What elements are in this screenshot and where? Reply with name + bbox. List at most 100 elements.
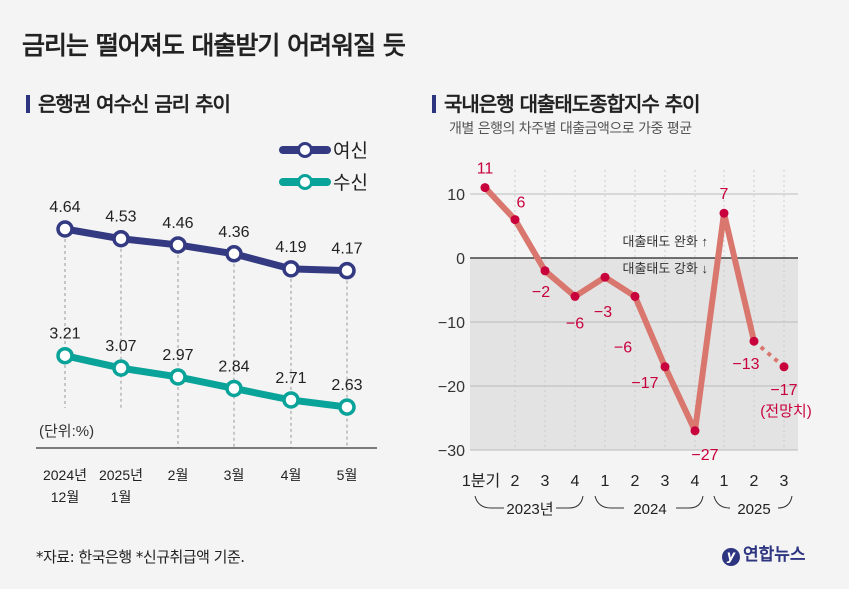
right-chart-title-text: 국내은행 대출태도종합지수 추이 bbox=[444, 92, 701, 116]
x-tick-label: 4 bbox=[691, 473, 700, 490]
x-tick-label: 3 bbox=[541, 473, 550, 490]
unit-label: (단위:%) bbox=[39, 423, 94, 440]
x-tick-label: 3 bbox=[661, 473, 670, 490]
data-label: 2.97 bbox=[162, 347, 193, 364]
x-tick-label: 3월 bbox=[224, 467, 245, 483]
data-point bbox=[570, 291, 580, 301]
data-label: 3.07 bbox=[105, 338, 136, 355]
annotation-tighten: 대출태도 강화 ↓ bbox=[623, 261, 708, 276]
data-label: −17 bbox=[631, 375, 658, 392]
data-point bbox=[690, 426, 700, 436]
negative-zone-shading bbox=[470, 258, 798, 450]
data-point bbox=[660, 362, 670, 372]
legend-label: 여신 bbox=[333, 140, 368, 162]
annotation-ease: 대출태도 완화 ↑ bbox=[623, 234, 708, 249]
data-label: 4.46 bbox=[162, 215, 193, 232]
series-line bbox=[482, 185, 757, 434]
legend-marker-icon bbox=[297, 142, 313, 158]
data-point bbox=[779, 362, 789, 372]
data-label: 4.64 bbox=[49, 199, 80, 216]
x-tick-label: 12월 bbox=[51, 489, 79, 505]
data-point bbox=[225, 379, 243, 398]
data-label: 2.71 bbox=[275, 370, 306, 387]
year-bracket bbox=[713, 495, 793, 509]
title-bar-icon bbox=[432, 95, 436, 113]
logo: y 연합뉴스 bbox=[722, 540, 806, 566]
logo-text: 연합뉴스 bbox=[743, 545, 806, 565]
data-point bbox=[540, 266, 550, 276]
x-tick-label: 2025년 bbox=[99, 467, 143, 483]
data-point bbox=[749, 336, 759, 346]
data-label: −6 bbox=[614, 339, 632, 356]
x-tick-label: 4월 bbox=[281, 467, 302, 483]
year-label: 2023년 bbox=[506, 501, 553, 518]
x-tick-label: 2 bbox=[750, 473, 759, 490]
data-point bbox=[338, 261, 356, 280]
data-label: 4.36 bbox=[218, 224, 249, 241]
x-tick-label: 2 bbox=[631, 473, 640, 490]
forecast-label: (전망치) bbox=[760, 403, 811, 420]
left-chart-title-text: 은행권 여수신 금리 추이 bbox=[38, 92, 231, 116]
x-tick-label: 4 bbox=[571, 473, 580, 490]
data-point bbox=[225, 245, 243, 263]
x-tick-label: 1 bbox=[720, 473, 729, 490]
data-point bbox=[112, 359, 130, 377]
data-label: 4.53 bbox=[105, 209, 136, 226]
series-line-여신 bbox=[64, 225, 348, 275]
x-tick-label: 1월 bbox=[111, 489, 132, 505]
year-bracket bbox=[474, 495, 584, 509]
x-tick-label: 2 bbox=[511, 473, 520, 490]
data-point bbox=[282, 260, 300, 278]
data-point bbox=[282, 391, 300, 409]
legend-label: 수신 bbox=[333, 172, 368, 194]
left-chart-title: 은행권 여수신 금리 추이 bbox=[26, 88, 231, 117]
x-tick-label: 2월 bbox=[168, 467, 189, 483]
series-line-수신 bbox=[64, 352, 348, 411]
x-tick-label: 1분기 bbox=[462, 472, 500, 490]
x-tick-label: 3 bbox=[780, 473, 789, 490]
data-label: 4.19 bbox=[275, 239, 306, 256]
y-tick-label: −10 bbox=[438, 315, 465, 332]
data-point bbox=[510, 215, 520, 225]
data-point bbox=[630, 291, 640, 301]
data-point bbox=[56, 346, 74, 365]
y-tick-label: 10 bbox=[447, 187, 465, 204]
main-title: 금리는 떨어져도 대출받기 어려워질 듯 bbox=[22, 31, 406, 60]
data-label: −27 bbox=[691, 447, 718, 464]
y-tick-label: −20 bbox=[438, 379, 465, 396]
logo-icon: y bbox=[722, 548, 740, 566]
data-label: 6 bbox=[517, 195, 526, 212]
data-label: 11 bbox=[477, 161, 494, 178]
data-point bbox=[600, 272, 610, 282]
forecast-line bbox=[752, 339, 786, 369]
data-label: −13 bbox=[732, 356, 759, 373]
y-tick-label: −30 bbox=[438, 443, 465, 460]
data-point bbox=[169, 368, 187, 386]
data-point bbox=[56, 220, 74, 238]
data-point bbox=[338, 398, 356, 416]
data-point bbox=[112, 229, 130, 248]
right-chart-subtitle: 개별 은행의 차주별 대출금액으로 가중 평균 bbox=[449, 121, 692, 137]
data-point bbox=[480, 183, 490, 193]
data-label: 2.63 bbox=[331, 377, 362, 394]
title-bar-icon bbox=[26, 95, 30, 113]
x-tick-label: 5월 bbox=[337, 467, 358, 483]
data-label: −17 bbox=[770, 382, 797, 399]
year-label: 2024 bbox=[633, 501, 666, 518]
year-bracket bbox=[594, 495, 704, 509]
data-label: −3 bbox=[594, 304, 612, 321]
data-label: −2 bbox=[532, 284, 550, 301]
legend-marker-icon bbox=[297, 174, 313, 190]
x-tick-label: 1 bbox=[601, 473, 610, 490]
data-label: 4.17 bbox=[331, 241, 362, 258]
data-label: −6 bbox=[566, 315, 584, 332]
year-label: 2025 bbox=[737, 501, 770, 518]
x-tick-label: 2024년 bbox=[43, 467, 87, 483]
data-label: 2.84 bbox=[218, 358, 249, 375]
y-tick-label: 0 bbox=[456, 251, 465, 268]
right-chart-title: 국내은행 대출태도종합지수 추이 bbox=[432, 88, 701, 117]
source-note: *자료: 한국은행 *신규취급액 기준. bbox=[36, 548, 245, 566]
data-label: 7 bbox=[720, 186, 729, 203]
